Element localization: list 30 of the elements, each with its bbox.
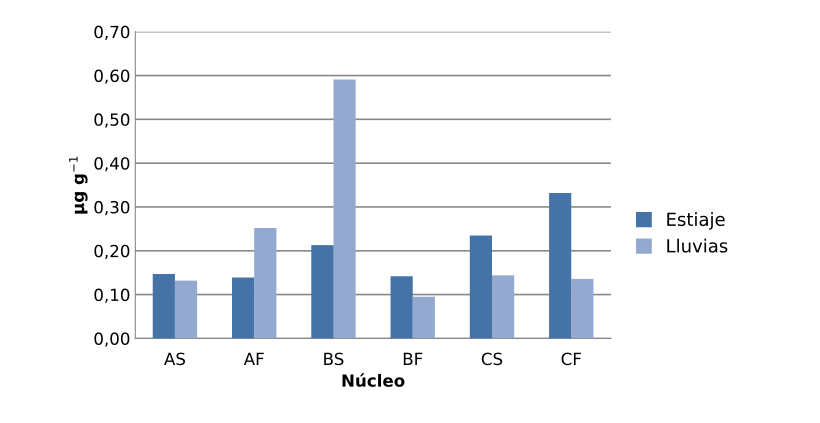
x-tick-label: BS (324, 352, 344, 366)
y-tick-label: 0,70 (94, 26, 130, 40)
y-tick-label: 0,20 (94, 244, 130, 260)
x-tick-label: AF (244, 352, 264, 365)
y-axis-title: µg g$^{−1}$ (69, 156, 88, 214)
bar (549, 192, 572, 338)
bar (232, 278, 254, 338)
bar (174, 280, 198, 338)
x-axis-title: Núcleo (342, 373, 404, 387)
x-tick-label: CF (562, 352, 581, 366)
y-tick-label: 0,60 (94, 70, 130, 84)
bar (412, 296, 435, 338)
bar (390, 276, 413, 338)
y-tick-label: 0,50 (94, 113, 130, 128)
x-tick-label: CS (482, 352, 502, 366)
y-tick-label: 0,30 (94, 200, 130, 216)
y-tick-label: 0,10 (94, 288, 130, 303)
x-tick-label: BF (404, 352, 422, 365)
bar (333, 79, 356, 338)
bar (571, 278, 594, 338)
bar (311, 245, 334, 338)
bar (492, 275, 514, 338)
y-tick-label: 0,00 (94, 332, 130, 347)
legend-label: Lluvias (667, 238, 728, 253)
y-tick-label: 0,40 (94, 157, 130, 172)
bar (254, 228, 276, 338)
bar (152, 274, 175, 338)
legend-label: Estiaje (667, 212, 725, 230)
x-tick-label: AS (164, 352, 185, 366)
bar (470, 235, 492, 338)
